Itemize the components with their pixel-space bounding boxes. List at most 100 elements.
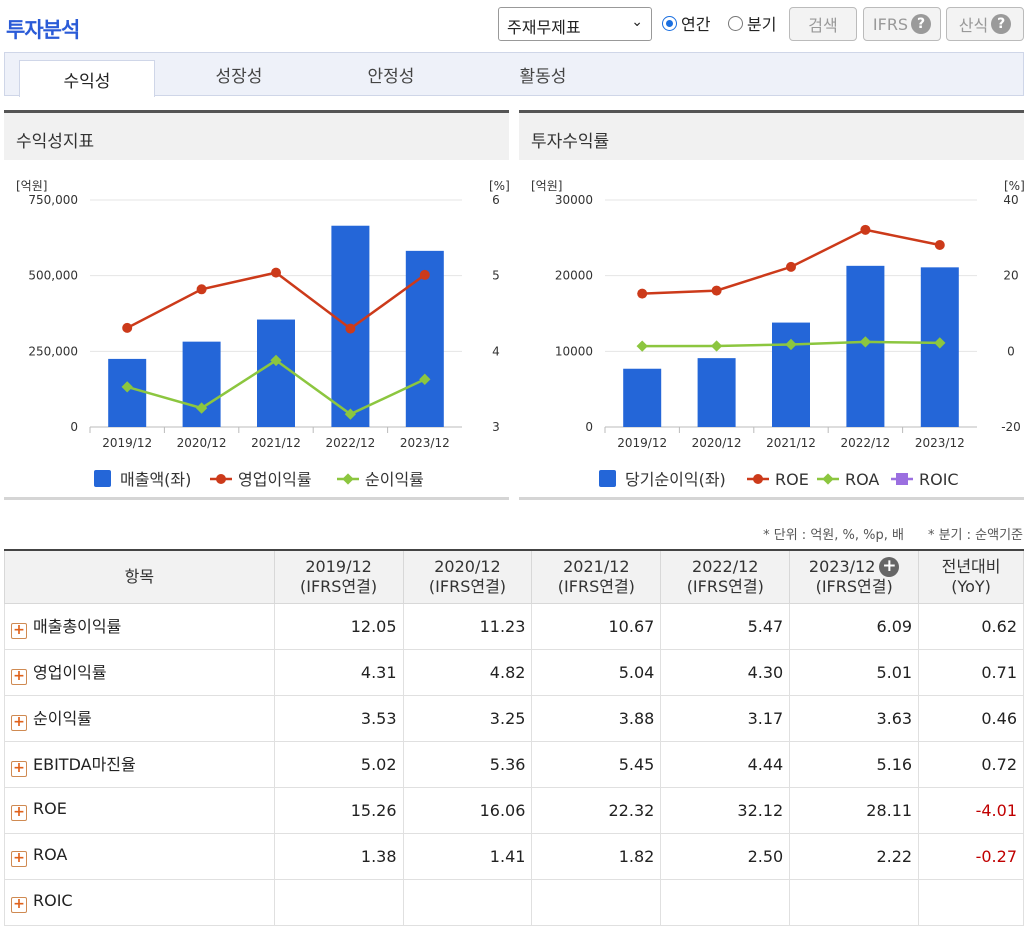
data-point [710, 340, 723, 352]
table-cell: 28.11 [789, 786, 920, 834]
row-label[interactable]: + 순이익률 [4, 694, 275, 742]
profitability-chart-panel: 수익성지표 [억원] [%] 750,000 500,000 250,000 0 6 5 4 3 2… [4, 110, 510, 500]
row-name: 순이익률 [33, 709, 92, 728]
right-axis-unit: [%] [1004, 179, 1024, 193]
tab-activity[interactable]: 활동성 [519, 67, 567, 87]
legend-marker [822, 473, 834, 485]
table-cell: 3.25 [402, 694, 533, 742]
table-header-row: 항목 2019/12 (IFRS연결) 2020/12 (IFRS연결) 2021/… [4, 549, 1024, 604]
x-tick-label: 2023/12 [915, 436, 965, 450]
row-label[interactable]: + EBITDA마진율 [4, 740, 275, 788]
row-label[interactable]: + 매출총이익률 [4, 602, 275, 650]
legend-label: 매출액(좌) [120, 470, 191, 489]
radio-quarter[interactable]: 분기 [728, 11, 776, 35]
bar [182, 341, 221, 427]
search-button-label: 검색 [808, 16, 838, 35]
right-tick-label: 5 [492, 269, 500, 283]
table-row: + 순이익률 3.53 3.25 3.88 3.17 3.63 0.46 [4, 694, 1024, 742]
radio-annual-label: 연간 [681, 15, 711, 34]
row-label[interactable]: + ROIC [4, 878, 275, 926]
bar [405, 250, 444, 427]
table-cell: 6.09 [789, 602, 920, 650]
legend-swatch [94, 470, 111, 487]
bar [108, 358, 147, 427]
data-point [636, 340, 648, 352]
legend-label: ROE [775, 470, 809, 489]
add-column-icon[interactable]: + [879, 556, 900, 577]
data-point [270, 354, 282, 367]
search-button[interactable]: 검색 [789, 7, 857, 41]
table-cell: 3.17 [660, 694, 791, 742]
x-tick-label: 2022/12 [840, 436, 890, 450]
ifrs-help-button[interactable]: IFRS ? [863, 7, 941, 41]
expand-icon[interactable]: + [11, 851, 27, 867]
formula-help-button[interactable]: 산식 ? [946, 7, 1024, 41]
expand-icon[interactable]: + [11, 805, 27, 821]
right-tick-label: -20 [1001, 420, 1021, 434]
table-cell [660, 878, 791, 926]
row-label[interactable]: + 영업이익률 [4, 648, 275, 696]
row-label[interactable]: + ROE [4, 786, 275, 834]
bar [623, 368, 662, 427]
table-cell: 22.32 [531, 786, 662, 834]
formula-button-label: 산식 [958, 16, 989, 35]
column-header: 2020/12 (IFRS연결) [402, 549, 533, 604]
yoy-header: 전년대비 (YoY) [918, 549, 1024, 604]
table-row: + ROA 1.38 1.41 1.82 2.50 2.22 -0.27 [4, 832, 1024, 880]
legend-marker [896, 473, 908, 485]
series-line [642, 228, 941, 295]
expand-icon[interactable]: + [11, 761, 27, 777]
x-tick-label: 2020/12 [692, 436, 742, 450]
expand-icon[interactable]: + [11, 669, 27, 685]
expand-icon[interactable]: + [11, 715, 27, 731]
table-cell: 0.46 [918, 694, 1024, 742]
table-cell: 1.41 [402, 832, 533, 880]
table-cell: 32.12 [660, 786, 791, 834]
tab-stability[interactable]: 안정성 [367, 67, 415, 87]
table-cell: 4.82 [402, 648, 533, 696]
basis-note: * 분기 : 순액기준 [927, 528, 1023, 543]
row-label[interactable]: + ROA [4, 832, 275, 880]
table-cell: 4.31 [273, 648, 404, 696]
table-cell: 5.01 [789, 648, 920, 696]
expand-icon[interactable]: + [11, 897, 27, 913]
table-cell: 0.71 [918, 648, 1024, 696]
table-cell: 15.26 [273, 786, 404, 834]
expand-icon[interactable]: + [11, 623, 27, 639]
legend-swatch [599, 470, 616, 487]
table-cell: 2.50 [660, 832, 791, 880]
bar [772, 322, 810, 427]
table-cell [531, 878, 662, 926]
table-cell: 3.88 [531, 694, 662, 742]
tab-growth[interactable]: 성장성 [215, 67, 263, 87]
tab-profitability[interactable]: 수익성 [19, 60, 155, 97]
data-point [859, 336, 872, 348]
left-axis-unit: [억원] [16, 179, 47, 193]
data-point [934, 337, 946, 349]
data-point [271, 267, 281, 278]
left-tick-label: 0 [70, 420, 78, 434]
table-cell: 5.45 [531, 740, 662, 788]
profitability-table: 항목 2019/12 (IFRS연결) 2020/12 (IFRS연결) 2021/… [4, 549, 1024, 926]
unit-notes: * 단위 : 억원, %, %p, 배 * 분기 : 순액기준 [763, 524, 1023, 543]
column-header: 2019/12 (IFRS연결) [273, 549, 404, 604]
legend-label: ROIC [919, 470, 959, 489]
statement-select[interactable]: 주재무제표 ⌄ [498, 7, 652, 41]
table-cell [918, 878, 1024, 926]
right-tick-label: 4 [492, 344, 500, 358]
analysis-tabs: 수익성 성장성 안정성 활동성 [4, 52, 1024, 97]
table-cell: 11.23 [402, 602, 533, 650]
table-cell: 5.36 [402, 740, 533, 788]
bar [697, 358, 736, 427]
data-point [122, 322, 133, 333]
radio-annual[interactable]: 연간 [662, 11, 710, 35]
profitability-chart: [억원] [%] 750,000 500,000 250,000 0 6 5 4 3 2019/12… [16, 179, 510, 489]
data-point [786, 261, 796, 272]
row-name: ROIC [33, 891, 73, 910]
left-tick-label: 250,000 [28, 344, 78, 358]
legend-label: ROA [845, 470, 879, 489]
top-bar: 투자분석 주재무제표 ⌄ 연간 분기 검색 IFRS ? 산식 ? [0, 0, 1031, 52]
table-cell: 5.47 [660, 602, 791, 650]
data-point [419, 269, 430, 280]
left-axis-unit: [억원] [531, 179, 562, 193]
